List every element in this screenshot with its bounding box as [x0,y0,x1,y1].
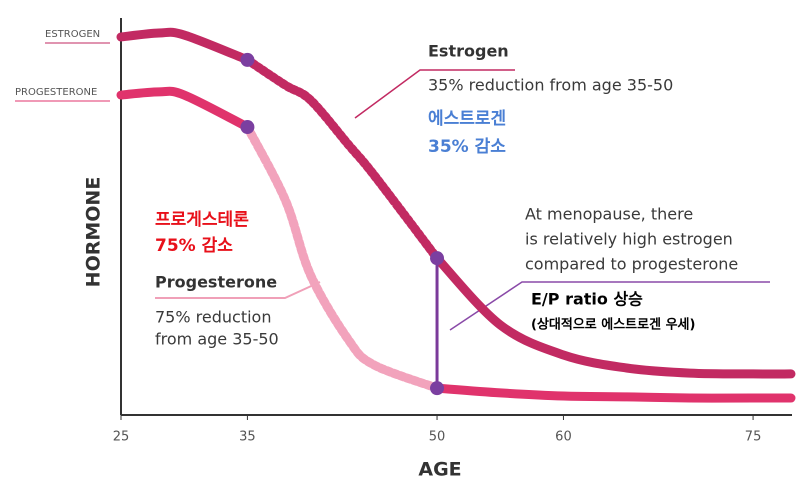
point [430,251,445,266]
annotation: 35% reduction from age 35-50 [428,76,673,95]
line [242,55,442,263]
point [240,52,255,67]
annotation: Estrogen [428,42,509,61]
line [242,122,442,393]
annotation: Progesterone [155,273,277,292]
annotation: (상대적으로 에스트로겐 우세) [531,317,695,333]
annotation: E/P ratio 상승 [531,290,643,309]
y-axis-title: HORMONE [83,177,105,288]
line [116,86,252,132]
pointer [155,281,321,299]
annotation: 35% 감소 [428,137,506,157]
line [432,253,796,379]
annotation: is relatively high estrogen [525,230,733,249]
annotation: 75% 감소 [155,236,233,256]
x-axis-title: AGE [418,459,461,481]
series-label: PROGESTERONE [15,87,97,98]
line [116,27,252,65]
annotation: compared to progesterone [525,255,738,274]
annotation: from age 35-50 [155,330,279,349]
annotation: 프로게스테론 [155,210,249,230]
line [432,383,796,403]
annotation: 에스트로겐 [428,109,506,129]
annotation: 75% reduction [155,308,271,327]
point [430,381,445,396]
x-tick-label: 75 [745,430,762,445]
annotation: At menopause, there [525,205,693,224]
series-label: ESTROGEN [45,29,100,40]
x-tick-label: 35 [239,430,256,445]
point [240,120,255,135]
x-tick-label: 60 [555,430,572,445]
pointer [449,281,770,331]
pointer [354,69,515,119]
x-tick-label: 50 [429,430,446,445]
x-tick-label: 25 [113,430,130,445]
